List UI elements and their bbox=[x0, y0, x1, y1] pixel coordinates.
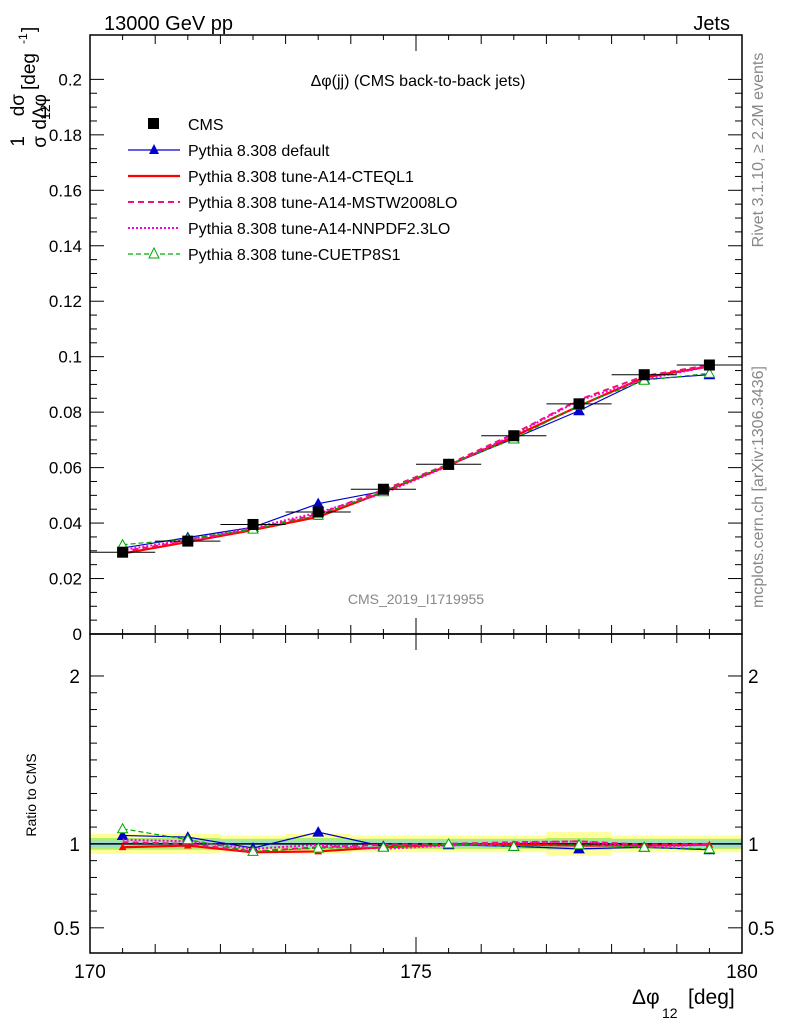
legend-entry-pythia-default: Pythia 8.308 default bbox=[128, 143, 330, 160]
main-ytick-label-6: 0.12 bbox=[49, 292, 82, 311]
side-mcplots-label: mcplots.cern.ch [arXiv:1306.3436] bbox=[750, 366, 767, 608]
main-ytick-label-7: 0.14 bbox=[49, 237, 82, 256]
ratio-ytick-label-left-2: 2 bbox=[69, 667, 80, 688]
ylabel-unit: [deg bbox=[19, 53, 40, 90]
ratio-pythia-8-308-tune-cuetp8s1-marker-9 bbox=[703, 842, 716, 854]
ratio-pythia-8-308-tune-cuetp8s1-marker-7 bbox=[573, 838, 585, 850]
side-rivet-label: Rivet 3.1.10, ≥ 2.2M events bbox=[750, 53, 767, 248]
main-ytick-label-4: 0.08 bbox=[49, 403, 82, 422]
ratio-y-axis-label: Ratio to CMS bbox=[23, 753, 39, 836]
legend-entry-cuetp8s1: Pythia 8.308 tune-CUETP8S1 bbox=[128, 246, 401, 264]
legend-label-a14-mstw2008lo: Pythia 8.308 tune-A14-MSTW2008LO bbox=[188, 195, 457, 212]
ratio-ytick-label-right-0: 0.5 bbox=[748, 919, 774, 940]
analysis-watermark: CMS_2019_I1719955 bbox=[348, 591, 484, 607]
main-cms-point-1 bbox=[182, 535, 194, 547]
ylabel-sub: 12 bbox=[37, 104, 53, 120]
main-ytick-label-3: 0.06 bbox=[49, 459, 82, 478]
ratio-pythia-8-308-tune-cuetp8s1-marker-8 bbox=[638, 841, 651, 852]
main-ytick-label-8: 0.16 bbox=[49, 181, 82, 200]
main-pythia-8-308-default-marker-7 bbox=[573, 404, 585, 416]
ylabel-frac-num: 1 bbox=[8, 136, 29, 147]
legend-entry-a14-mstw2008lo: Pythia 8.308 tune-A14-MSTW2008LO bbox=[128, 195, 457, 212]
xtick-label-0: 170 bbox=[74, 962, 106, 983]
ratio-ytick-label-left-0: 0.5 bbox=[54, 919, 80, 940]
legend-label-a14-cteql1: Pythia 8.308 tune-A14-CTEQL1 bbox=[188, 169, 414, 186]
main-pythia-8-308-tune-a14-mstw2008lo-line bbox=[122, 364, 710, 553]
ratio-pythia-8-308-tune-cuetp8s1-marker-4 bbox=[377, 841, 390, 852]
ratio-pythia-8-308-default-marker-3 bbox=[312, 826, 325, 837]
legend-label-pythia-default: Pythia 8.308 default bbox=[188, 143, 330, 160]
main-cms-point-5 bbox=[443, 458, 455, 470]
main-cms-point-7 bbox=[573, 398, 585, 410]
legend: CMS Pythia 8.308 default Pythia 8.308 tu… bbox=[128, 117, 457, 264]
main-pythia-8-308-tune-cuetp8s1-line bbox=[122, 372, 710, 546]
main-pythia-8-308-tune-cuetp8s1-marker-9 bbox=[703, 367, 716, 378]
main-y-axis-label: 1 σ dσ dΔφ 12 [deg -1 ] bbox=[8, 27, 53, 148]
main-cms-point-0 bbox=[117, 546, 129, 558]
ratio-pythia-8-308-tune-cuetp8s1-marker-5 bbox=[442, 837, 455, 849]
legend-label-cms: CMS bbox=[188, 117, 224, 134]
ratio-ytick-label-left-1: 1 bbox=[69, 835, 80, 856]
ylabel-frac-den: σ bbox=[30, 136, 51, 148]
main-ytick-label-9: 0.18 bbox=[49, 126, 82, 145]
legend-entry-a14-nnpdf23lo: Pythia 8.308 tune-A14-NNPDF2.3LO bbox=[128, 221, 450, 238]
ylabel-unit-exp: -1 bbox=[16, 33, 30, 44]
xlabel-sub: 12 bbox=[662, 1005, 678, 1021]
main-cms-point-4 bbox=[377, 483, 389, 495]
ratio-ytick-label-right-1: 1 bbox=[748, 835, 759, 856]
ratio-pythia-8-308-tune-cuetp8s1-marker-2 bbox=[247, 845, 259, 856]
header-category-label: Jets bbox=[693, 13, 730, 35]
main-cms-point-3 bbox=[312, 506, 324, 518]
main-cms-point-8 bbox=[638, 369, 650, 381]
ratio-pythia-8-308-tune-cuetp8s1-line bbox=[122, 828, 710, 853]
xlabel-unit: [deg] bbox=[688, 986, 735, 1009]
ylabel-dphi: dΔφ bbox=[30, 94, 51, 130]
legend-label-a14-nnpdf23lo: Pythia 8.308 tune-A14-NNPDF2.3LO bbox=[188, 221, 450, 238]
plot-title: Δφ(jj) (CMS back-to-back jets) bbox=[311, 73, 526, 90]
main-cms-point-9 bbox=[703, 359, 715, 371]
ratio-plot-frame bbox=[89, 633, 743, 954]
main-cms-point-6 bbox=[508, 430, 520, 442]
ratio-pythia-8-308-tune-cuetp8s1-marker-1 bbox=[181, 833, 194, 845]
legend-label-cuetp8s1: Pythia 8.308 tune-CUETP8S1 bbox=[188, 247, 401, 264]
ratio-pythia-8-308-tune-a14-cteql1-marker-0 bbox=[118, 843, 127, 851]
main-pythia-8-308-tune-a14-nnpdf2-3lo-line bbox=[122, 365, 710, 551]
xtick-label-2: 180 bbox=[726, 962, 758, 983]
ratio-pythia-8-308-tune-cuetp8s1-marker-6 bbox=[507, 840, 520, 851]
xlabel-symbol: Δφ bbox=[632, 986, 660, 1009]
main-pythia-8-308-default-line bbox=[122, 374, 710, 549]
ratio-pythia-8-308-tune-a14-cteql1-marker-1 bbox=[183, 841, 192, 849]
ratio-ytick-label-right-2: 2 bbox=[748, 667, 759, 688]
legend-entry-a14-cteql1: Pythia 8.308 tune-A14-CTEQL1 bbox=[128, 169, 414, 186]
main-ytick-label-1: 0.02 bbox=[49, 570, 82, 589]
header-energy-label: 13000 GeV pp bbox=[104, 13, 233, 35]
ratio-pythia-8-308-default-marker-0 bbox=[116, 829, 129, 840]
main-ytick-label-10: 0.2 bbox=[58, 70, 82, 89]
main-cms-point-2 bbox=[247, 518, 259, 530]
main-ytick-label-0: 0 bbox=[73, 625, 82, 644]
ratio-pythia-8-308-tune-a14-mstw2008lo-line bbox=[122, 840, 710, 853]
legend-entry-cms: CMS bbox=[148, 117, 224, 134]
main-ytick-label-2: 0.04 bbox=[49, 514, 82, 533]
ylabel-unit-close: ] bbox=[19, 27, 40, 32]
ylabel-dsigma: dσ bbox=[8, 94, 29, 117]
ratio-pythia-8-308-tune-cuetp8s1-marker-0 bbox=[116, 822, 129, 834]
xtick-label-1: 175 bbox=[400, 962, 432, 983]
ratio-pythia-8-308-tune-cuetp8s1-marker-3 bbox=[312, 842, 325, 853]
main-pythia-8-308-tune-a14-cteql1-line bbox=[122, 365, 710, 555]
main-ytick-label-5: 0.1 bbox=[58, 348, 82, 367]
x-axis-label: Δφ 12 [deg] bbox=[632, 986, 735, 1021]
